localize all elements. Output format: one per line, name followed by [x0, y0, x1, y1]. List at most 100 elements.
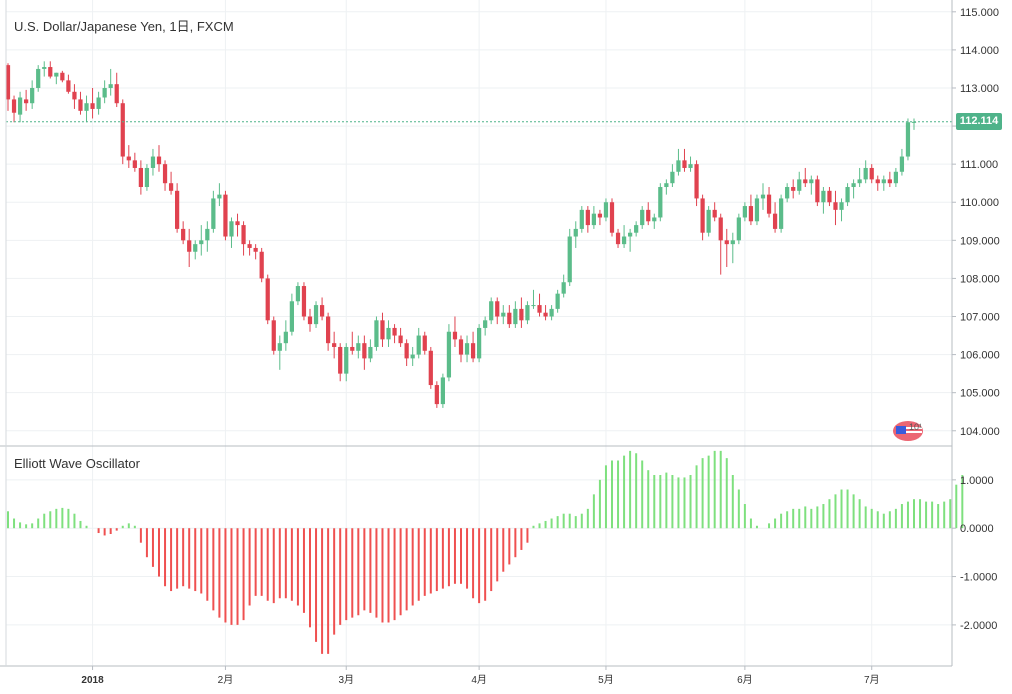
candle-body	[229, 221, 234, 237]
candle	[585, 206, 590, 233]
candle-body	[815, 179, 820, 203]
candle	[766, 187, 772, 218]
candle-body	[869, 167, 874, 180]
candle	[289, 293, 294, 336]
candle-body	[676, 160, 681, 172]
candle-body	[259, 251, 264, 279]
candle	[501, 305, 506, 325]
candle	[277, 335, 282, 370]
price-tick-label: 108.000	[960, 273, 1000, 285]
oscillator-pane[interactable]	[7, 450, 964, 654]
candle	[664, 179, 669, 195]
candle-body	[791, 187, 796, 191]
candle-body	[60, 72, 65, 81]
candle	[797, 171, 802, 195]
oscillator-title[interactable]: Elliott Wave Oscillator	[14, 456, 140, 471]
candle	[96, 91, 101, 115]
candle-body	[422, 335, 427, 351]
candle-body	[507, 312, 512, 325]
candle-body	[380, 320, 385, 340]
candle-body	[694, 164, 699, 199]
candle-body	[646, 209, 651, 222]
candle	[682, 148, 687, 172]
candle	[597, 209, 603, 226]
candle-body	[84, 103, 89, 111]
candle	[422, 331, 427, 355]
candle-body	[48, 67, 53, 77]
us-flag-icon[interactable]: 10¹	[892, 420, 928, 442]
candle	[398, 327, 403, 347]
symbol-title[interactable]: U.S. Dollar/Japanese Yen, 1日, FXCM	[14, 19, 234, 34]
candle	[869, 164, 874, 184]
candle-body	[839, 202, 844, 210]
candle-body	[724, 240, 729, 245]
candle	[434, 381, 439, 408]
candle-body	[247, 244, 252, 248]
candle	[815, 175, 820, 207]
candle-body	[168, 183, 174, 191]
candle	[90, 87, 95, 119]
candle	[549, 305, 554, 321]
price-tick-label: 115.000	[960, 7, 999, 19]
candle-body	[851, 183, 856, 188]
candle-body	[374, 320, 379, 347]
candle-body	[670, 171, 675, 184]
candle	[458, 335, 464, 363]
axes: 115.000114.000113.000112.000111.000110.0…	[0, 0, 1000, 686]
candle-body	[72, 91, 77, 100]
candle	[495, 297, 500, 325]
candle-body	[138, 167, 143, 188]
time-tick-label: 3月	[338, 674, 354, 686]
candle	[833, 190, 838, 226]
candle	[11, 95, 17, 123]
candle-body	[513, 308, 518, 325]
candle	[24, 89, 29, 111]
candle-body	[857, 179, 862, 184]
candle	[144, 164, 150, 191]
candle	[694, 160, 699, 207]
candle	[676, 148, 681, 176]
candle	[150, 148, 156, 176]
candle-body	[833, 202, 838, 210]
osc-tick-label: -2.0000	[960, 620, 997, 632]
candle	[621, 225, 627, 248]
candle-body	[555, 293, 560, 309]
candle-body	[217, 194, 222, 199]
candle-body	[295, 286, 301, 302]
candle	[513, 301, 518, 328]
candle	[368, 339, 373, 363]
candle	[114, 72, 119, 108]
candle-body	[102, 87, 107, 98]
candle-body	[283, 331, 288, 344]
candle-body	[881, 179, 886, 184]
candle-body	[132, 160, 137, 168]
price-pane[interactable]	[5, 61, 952, 408]
candle	[30, 80, 35, 109]
osc-tick-label: 0.0000	[960, 523, 994, 535]
candle	[42, 61, 47, 77]
candle-body	[628, 232, 633, 237]
candle	[5, 63, 11, 111]
candle-body	[531, 305, 536, 307]
candle-body	[386, 327, 391, 340]
candle-body	[5, 65, 11, 100]
candle	[326, 312, 331, 351]
candle	[736, 213, 741, 245]
time-tick-label: 2018	[81, 675, 104, 686]
candle-body	[803, 179, 808, 184]
candle	[374, 316, 379, 351]
candle-body	[905, 122, 911, 157]
candle	[404, 339, 409, 367]
candle	[132, 152, 137, 172]
candle-body	[338, 346, 343, 374]
candle	[229, 217, 234, 248]
candle-body	[211, 198, 216, 229]
candle	[652, 213, 657, 229]
candle-body	[223, 194, 228, 237]
candle	[724, 228, 729, 267]
candle-body	[313, 305, 319, 325]
candle-body	[162, 164, 168, 184]
candle	[603, 198, 609, 222]
candle	[446, 324, 452, 382]
